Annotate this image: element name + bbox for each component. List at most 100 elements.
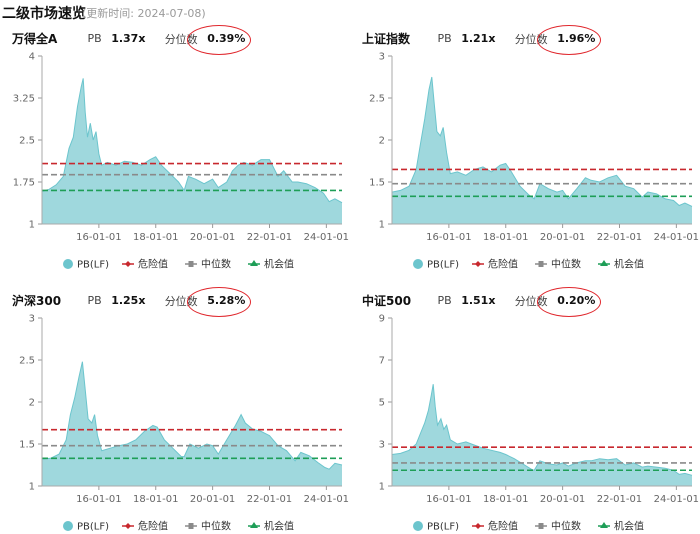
- legend-danger-label: 危险值: [488, 258, 518, 271]
- chart-legend: PB(LF) 危险值 中位数 机会值: [63, 258, 294, 271]
- x-tick-label: 24-01-01: [654, 494, 699, 505]
- legend-opportunity-marker: [250, 522, 258, 528]
- pb-value: 1.51x: [461, 294, 496, 307]
- legend-pb-marker: [413, 521, 423, 531]
- index-name: 中证500: [362, 294, 412, 308]
- y-tick-label: 2: [379, 136, 385, 147]
- pb-area-chart: 1 3 5 7 9 16-01-01 18-01-01 20-01-01 22-01-01 24-…: [379, 314, 699, 533]
- x-tick-label: 20-01-01: [540, 232, 585, 243]
- legend-opportunity-marker: [600, 522, 608, 528]
- legend-pb-marker: [63, 259, 73, 269]
- x-tick-label: 24-01-01: [304, 494, 349, 505]
- legend-danger-label: 危险值: [138, 258, 168, 271]
- x-tick-label: 22-01-01: [597, 494, 642, 505]
- y-tick-label: 3: [379, 52, 385, 63]
- chart-legend: PB(LF) 危险值 中位数 机会值: [413, 258, 644, 271]
- pb-line: [41, 361, 343, 470]
- x-tick-label: 16-01-01: [76, 494, 121, 505]
- y-tick-label: 3.25: [13, 94, 35, 105]
- pb-value: 1.21x: [461, 32, 496, 45]
- legend-danger-marker: [125, 523, 131, 529]
- index-name: 万得全A: [12, 32, 58, 46]
- y-tick-label: 1.5: [369, 178, 385, 189]
- x-tick-label: 22-01-01: [247, 494, 292, 505]
- pb-line: [391, 384, 693, 476]
- y-tick-label: 4: [29, 52, 35, 63]
- y-tick-label: 1: [29, 220, 35, 231]
- y-tick-label: 9: [379, 314, 385, 325]
- pb-area: [42, 78, 342, 225]
- y-tick-label: 5: [379, 398, 385, 409]
- x-tick-label: 22-01-01: [597, 232, 642, 243]
- y-tick-label: 1: [379, 220, 385, 231]
- index-name: 上证指数: [362, 32, 411, 46]
- pb-label: PB: [437, 32, 452, 45]
- index-name: 沪深300: [12, 294, 62, 308]
- x-tick-label: 16-01-01: [426, 494, 471, 505]
- legend-median-label: 中位数: [201, 520, 231, 533]
- y-tick-label: 2: [29, 398, 35, 409]
- legend-opportunity-label: 机会值: [264, 258, 294, 271]
- legend-danger-label: 危险值: [488, 520, 518, 533]
- percentile-value: 1.96%: [537, 25, 602, 55]
- legend-opportunity-marker: [250, 260, 258, 266]
- panel-stats: 沪深300 PB 1.25x 分位数 5.28%: [12, 287, 252, 317]
- legend-danger-marker: [475, 523, 481, 529]
- percentile-value: 0.39%: [187, 25, 252, 55]
- x-tick-label: 16-01-01: [426, 232, 471, 243]
- chart-legend: PB(LF) 危险值 中位数 机会值: [63, 520, 294, 533]
- x-tick-label: 18-01-01: [133, 232, 178, 243]
- x-tick-label: 24-01-01: [654, 232, 699, 243]
- legend-danger-marker: [475, 261, 481, 267]
- chart-panel-shanghai-composite: 上证指数 PB 1.21x 分位数 1.96% 1 1.5 2 2.5 3 16-01-0…: [350, 24, 700, 286]
- legend-pb-label: PB(LF): [77, 522, 109, 533]
- chart-panel-wande-all-a: 万得全A PB 1.37x 分位数 0.39% 1 1.75 2.5 3.25 4 16-…: [0, 24, 350, 286]
- page-header: 二级市场速览 (更新时间: 2024-07-08): [0, 0, 700, 24]
- legend-danger-marker: [125, 261, 131, 267]
- y-tick-label: 2.5: [369, 94, 385, 105]
- x-tick-label: 18-01-01: [483, 232, 528, 243]
- pb-value: 1.25x: [111, 294, 146, 307]
- pb-value: 1.37x: [111, 32, 146, 45]
- pb-area-chart: 1 1.75 2.5 3.25 4 16-01-01 18-01-01 20-01-01 22-…: [13, 52, 349, 271]
- pb-area: [392, 77, 692, 224]
- x-tick-label: 16-01-01: [76, 232, 121, 243]
- legend-median-label: 中位数: [551, 520, 581, 533]
- pb-label: PB: [87, 32, 102, 45]
- legend-pb-label: PB(LF): [77, 260, 109, 271]
- x-tick-label: 18-01-01: [483, 494, 528, 505]
- legend-median-marker: [538, 523, 544, 529]
- y-tick-label: 3: [379, 440, 385, 451]
- percentile-value: 0.20%: [537, 287, 602, 317]
- chart-panel-csi-500: 中证500 PB 1.51x 分位数 0.20% 1 3 5 7 9 16-01-01 18…: [350, 286, 700, 534]
- x-tick-label: 20-01-01: [540, 494, 585, 505]
- y-tick-label: 1: [379, 482, 385, 493]
- legend-median-label: 中位数: [551, 258, 581, 271]
- y-tick-label: 2.5: [19, 356, 35, 367]
- y-tick-label: 1: [29, 482, 35, 493]
- y-tick-label: 1.75: [13, 178, 35, 189]
- legend-median-label: 中位数: [201, 258, 231, 271]
- pb-area-chart: 1 1.5 2 2.5 3 16-01-01 18-01-01 20-01-01 22-01-0…: [369, 52, 699, 271]
- pb-area: [42, 361, 342, 486]
- legend-pb-marker: [63, 521, 73, 531]
- panel-stats: 中证500 PB 1.51x 分位数 0.20%: [362, 287, 602, 317]
- pb-area-chart: 1 1.5 2 2.5 3 16-01-01 18-01-01 20-01-01 22-01-0…: [19, 314, 349, 533]
- pb-line: [391, 76, 693, 207]
- x-tick-label: 20-01-01: [190, 232, 235, 243]
- x-tick-label: 18-01-01: [133, 494, 178, 505]
- legend-opportunity-marker: [600, 260, 608, 266]
- pb-area: [392, 384, 692, 486]
- legend-median-marker: [188, 523, 194, 529]
- pb-line: [41, 78, 343, 204]
- legend-opportunity-label: 机会值: [264, 520, 294, 533]
- legend-pb-marker: [413, 259, 423, 269]
- x-tick-label: 22-01-01: [247, 232, 292, 243]
- y-tick-label: 1.5: [19, 440, 35, 451]
- x-tick-label: 24-01-01: [304, 232, 349, 243]
- panel-stats: 上证指数 PB 1.21x 分位数 1.96%: [362, 25, 602, 55]
- legend-opportunity-label: 机会值: [614, 520, 644, 533]
- y-tick-label: 7: [379, 356, 385, 367]
- legend-opportunity-label: 机会值: [614, 258, 644, 271]
- x-tick-label: 20-01-01: [190, 494, 235, 505]
